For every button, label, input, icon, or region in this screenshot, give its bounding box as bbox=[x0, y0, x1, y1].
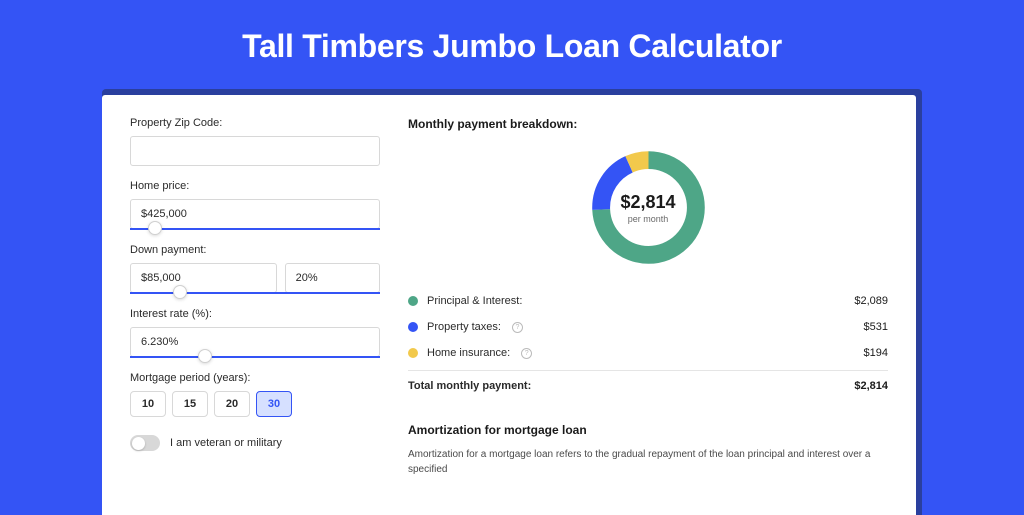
donut-chart: $2,814 per month bbox=[586, 145, 711, 270]
legend-dot bbox=[408, 322, 418, 332]
down-payment-field: Down payment: bbox=[130, 244, 380, 294]
breakdown-heading: Monthly payment breakdown: bbox=[408, 117, 888, 131]
calculator-card: Property Zip Code: Home price: Down paym… bbox=[102, 95, 916, 515]
breakdown-label: Principal & Interest: bbox=[427, 295, 522, 307]
total-value: $2,814 bbox=[854, 380, 888, 392]
zip-label: Property Zip Code: bbox=[130, 117, 380, 129]
veteran-row: I am veteran or military bbox=[130, 435, 380, 451]
breakdown-value: $531 bbox=[864, 321, 888, 333]
breakdown-list: Principal & Interest: $2,089 Property taxe… bbox=[408, 288, 888, 366]
form-panel: Property Zip Code: Home price: Down paym… bbox=[130, 117, 380, 515]
down-payment-pct-input[interactable] bbox=[285, 263, 380, 293]
period-btn-20[interactable]: 20 bbox=[214, 391, 250, 417]
info-icon[interactable]: ? bbox=[512, 322, 523, 333]
home-price-slider[interactable] bbox=[130, 228, 380, 230]
period-label: Mortgage period (years): bbox=[130, 372, 380, 384]
period-btn-30[interactable]: 30 bbox=[256, 391, 292, 417]
veteran-label: I am veteran or military bbox=[170, 437, 282, 449]
donut-amount: $2,814 bbox=[620, 192, 675, 213]
veteran-toggle-knob bbox=[132, 437, 145, 450]
home-price-field: Home price: bbox=[130, 180, 380, 230]
veteran-toggle[interactable] bbox=[130, 435, 160, 451]
interest-slider-thumb[interactable] bbox=[198, 349, 212, 363]
breakdown-value: $194 bbox=[864, 347, 888, 359]
down-payment-slider-thumb[interactable] bbox=[173, 285, 187, 299]
breakdown-row: Home insurance:? $194 bbox=[408, 340, 888, 366]
down-payment-label: Down payment: bbox=[130, 244, 380, 256]
down-payment-slider[interactable] bbox=[130, 292, 380, 294]
donut-container: $2,814 per month bbox=[408, 145, 888, 270]
card-shadow: Property Zip Code: Home price: Down paym… bbox=[102, 89, 922, 515]
interest-slider[interactable] bbox=[130, 356, 380, 358]
amort-text: Amortization for a mortgage loan refers … bbox=[408, 447, 888, 477]
period-btn-10[interactable]: 10 bbox=[130, 391, 166, 417]
interest-label: Interest rate (%): bbox=[130, 308, 380, 320]
interest-input[interactable] bbox=[130, 327, 380, 357]
breakdown-label: Property taxes: bbox=[427, 321, 501, 333]
amort-heading: Amortization for mortgage loan bbox=[408, 423, 888, 437]
legend-dot bbox=[408, 296, 418, 306]
legend-dot bbox=[408, 348, 418, 358]
period-options: 10152030 bbox=[130, 391, 380, 417]
breakdown-row: Principal & Interest: $2,089 bbox=[408, 288, 888, 314]
breakdown-row: Property taxes:? $531 bbox=[408, 314, 888, 340]
home-price-input[interactable] bbox=[130, 199, 380, 229]
breakdown-panel: Monthly payment breakdown: $2,814 per mo… bbox=[408, 117, 888, 515]
home-price-slider-thumb[interactable] bbox=[148, 221, 162, 235]
page-title: Tall Timbers Jumbo Loan Calculator bbox=[0, 0, 1024, 89]
breakdown-label: Home insurance: bbox=[427, 347, 510, 359]
down-payment-input[interactable] bbox=[130, 263, 277, 293]
zip-field: Property Zip Code: bbox=[130, 117, 380, 166]
interest-field: Interest rate (%): bbox=[130, 308, 380, 358]
home-price-label: Home price: bbox=[130, 180, 380, 192]
total-label: Total monthly payment: bbox=[408, 380, 531, 392]
total-row: Total monthly payment: $2,814 bbox=[408, 370, 888, 399]
period-btn-15[interactable]: 15 bbox=[172, 391, 208, 417]
period-field: Mortgage period (years): 10152030 bbox=[130, 372, 380, 417]
zip-input[interactable] bbox=[130, 136, 380, 166]
donut-sub: per month bbox=[620, 214, 675, 224]
breakdown-value: $2,089 bbox=[854, 295, 888, 307]
info-icon[interactable]: ? bbox=[521, 348, 532, 359]
